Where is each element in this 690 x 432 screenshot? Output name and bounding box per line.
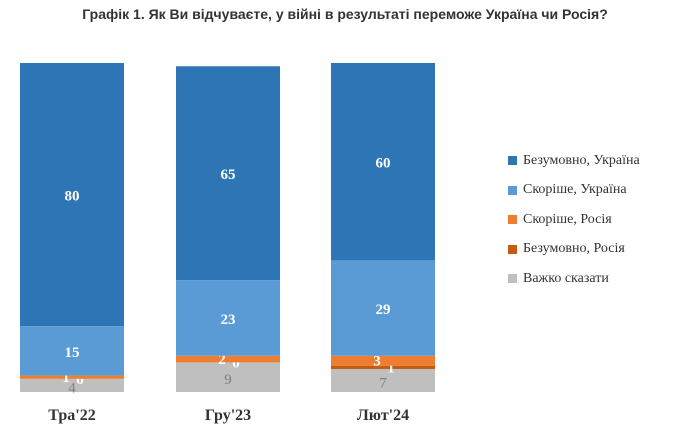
legend-swatch xyxy=(508,244,517,254)
legend-label: Важко сказати xyxy=(523,270,609,286)
data-label: 23 xyxy=(221,312,236,328)
legend-swatch xyxy=(508,156,517,166)
bar-segment xyxy=(20,378,124,392)
data-label: 0 xyxy=(76,372,84,388)
legend-item: Важко сказати xyxy=(508,264,640,294)
data-label: 7 xyxy=(379,375,387,391)
bar-segment xyxy=(176,66,280,281)
legend-label: Безумовно, Росія xyxy=(523,241,625,257)
legend: Безумовно, Україна Скоріше, Україна Скоріш… xyxy=(508,146,640,294)
data-label: 3 xyxy=(373,354,381,370)
legend-label: Безумовно, Україна xyxy=(523,152,640,168)
chart-title: Графік 1. Як Ви відчуваєте, у війні в ре… xyxy=(82,6,608,22)
legend-swatch xyxy=(508,185,517,195)
bar-segment xyxy=(176,280,280,356)
data-label: 29 xyxy=(376,302,391,318)
data-label: 9 xyxy=(224,372,232,388)
data-label: 15 xyxy=(65,345,80,361)
bar-segment xyxy=(331,368,435,392)
bar-segment xyxy=(331,260,435,356)
bar-segment xyxy=(331,63,435,261)
legend-item: Безумовно, Росія xyxy=(508,235,640,265)
legend-swatch xyxy=(508,274,517,284)
data-label: 0 xyxy=(232,355,240,371)
data-label: 2 xyxy=(218,352,226,368)
data-label: 1 xyxy=(62,370,70,386)
legend-label: Скоріше, Україна xyxy=(523,182,627,198)
x-tick-label: Тра'22 xyxy=(48,407,95,424)
legend-item: Скоріше, Росія xyxy=(508,205,640,235)
bar-segment xyxy=(20,63,124,327)
legend-item: Скоріше, Україна xyxy=(508,176,640,206)
bar-segment xyxy=(176,355,280,363)
data-label: 80 xyxy=(65,189,80,205)
bar-segment xyxy=(20,326,124,376)
x-tick-label: Лют'24 xyxy=(357,407,409,424)
bar-segment xyxy=(331,365,435,369)
data-label: 65 xyxy=(221,167,236,183)
bar-segment xyxy=(20,375,124,379)
x-tick-label: Гру'23 xyxy=(205,407,251,424)
bar-segment xyxy=(331,355,435,366)
legend-item: Безумовно, Україна xyxy=(508,146,640,176)
legend-swatch xyxy=(508,215,517,225)
bar-segment xyxy=(176,362,280,392)
data-label: 60 xyxy=(376,156,391,172)
legend-label: Скоріше, Росія xyxy=(523,211,612,227)
data-label: 4 xyxy=(68,380,76,396)
data-label: 1 xyxy=(387,360,395,376)
